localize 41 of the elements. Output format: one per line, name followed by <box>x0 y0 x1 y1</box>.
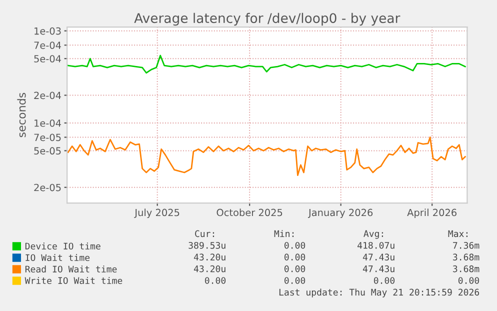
y-tick-label: 5e-04 <box>34 55 61 62</box>
x-tick-label: April 2026 <box>407 208 456 218</box>
text: 0.00 <box>374 277 395 284</box>
x-tick-label: October 2025 <box>216 208 282 216</box>
legend-label: IO Wait time <box>26 254 90 262</box>
text: 43.20u <box>194 254 226 260</box>
text: Min: <box>274 230 294 237</box>
text: 7.36m <box>453 242 480 249</box>
text: 3.68m <box>453 254 480 260</box>
text: 0.00 <box>284 242 306 249</box>
x-tick-label: July 2025 <box>134 208 180 218</box>
text: 389.53u <box>188 242 226 249</box>
y-tick-label: 2e-04 <box>34 92 61 100</box>
text: 418.07u <box>358 242 394 249</box>
legend-label: Write IO Wait time <box>24 277 122 284</box>
text: 0.00 <box>284 265 306 272</box>
text: 47.43u <box>362 265 394 272</box>
y-tick-label: 1e-03 <box>34 27 61 35</box>
y-tick-label: 5e-05 <box>34 147 61 155</box>
legend-label: Read IO Wait time <box>25 266 117 273</box>
text: Max: <box>448 230 468 238</box>
legend-label: Device IO time <box>25 242 100 250</box>
text: Avg: <box>364 230 384 239</box>
x-tick-label: January 2026 <box>308 208 373 218</box>
chart-title: Average latency for /dev/loop0 - by year <box>134 12 400 26</box>
y-tick-label: 2e-05 <box>34 184 61 192</box>
text: 3.68m <box>453 265 480 272</box>
line-series <box>67 136 466 176</box>
text: Cur: <box>195 230 214 238</box>
text: 0.00 <box>284 277 306 284</box>
line-series <box>67 54 466 74</box>
text: 47.43u <box>362 254 394 260</box>
y-tick-label: 7e-05 <box>34 134 61 142</box>
text: 0.00 <box>458 277 480 284</box>
y-tick-label: 1e-04 <box>34 119 61 127</box>
text: 0.00 <box>204 277 226 284</box>
y-tick-label: 7e-04 <box>34 42 61 49</box>
text: Last update: Thu May 21 20:15:59 2026 <box>279 288 480 298</box>
text: 43.20u <box>194 265 226 272</box>
text: 0.00 <box>284 254 306 260</box>
y-axis-title: seconds <box>17 92 26 138</box>
